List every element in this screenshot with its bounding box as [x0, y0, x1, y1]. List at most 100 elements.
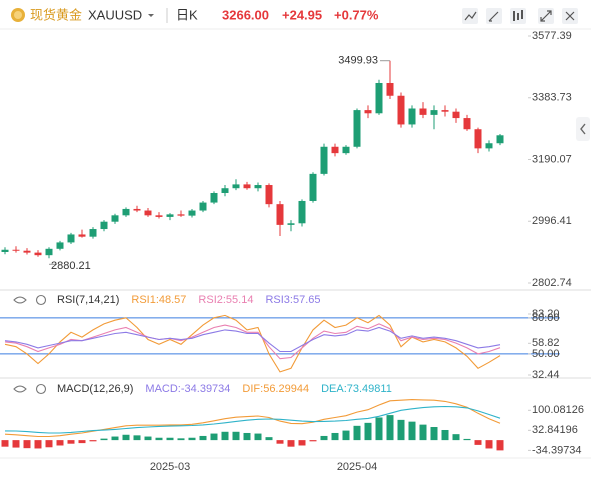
macd-bar	[298, 440, 306, 446]
y-tick-label: 3577.39	[532, 30, 572, 42]
macd-bar	[397, 419, 405, 441]
y-tick-label: 2802.74	[532, 277, 572, 289]
y-tick-label: -34.39734	[532, 444, 582, 456]
legend-entry: DIF:56.29944	[242, 383, 309, 395]
candle-body	[342, 146, 350, 154]
candle-body	[397, 95, 405, 125]
macd-bar	[320, 435, 328, 441]
y-tick-label: 50.00	[532, 348, 560, 360]
macd-bar	[111, 436, 119, 441]
macd-bar	[276, 440, 284, 444]
macd-bar	[430, 427, 438, 441]
candle-body	[166, 214, 174, 217]
macd-bar	[408, 421, 416, 441]
macd-bar	[474, 440, 482, 445]
macd-bar	[375, 417, 383, 441]
candle-body	[309, 173, 317, 201]
macd-bar	[56, 440, 64, 446]
candle-body	[23, 250, 31, 253]
macd-bar	[287, 440, 295, 447]
legend-entry: MACD:-34.39734	[145, 383, 230, 395]
macd-bar	[419, 424, 427, 441]
macd-bar	[188, 437, 196, 441]
change-percent: +0.77%	[334, 7, 379, 22]
macd-bar	[45, 440, 53, 448]
series-line	[4, 323, 501, 360]
macd-bar	[199, 435, 207, 441]
fullscreen-icon	[540, 10, 552, 22]
legend-entry: RSI3:57.65	[265, 294, 320, 306]
y-tick-label: 3383.73	[532, 92, 572, 104]
x-tick-label: 2025-03	[150, 461, 190, 473]
candle-body	[232, 184, 240, 189]
macd-bar	[177, 438, 185, 441]
macd-bar	[12, 440, 20, 448]
instrument-name[interactable]: 现货黄金	[30, 7, 82, 22]
indicator-title: RSI(7,14,21)	[57, 294, 119, 306]
candle-body	[12, 249, 20, 251]
macd-bar	[386, 415, 394, 441]
collapse-icon	[580, 123, 586, 135]
macd-bar	[353, 425, 361, 441]
candle-body	[67, 234, 75, 243]
symbol[interactable]: XAUUSD	[88, 7, 142, 22]
macd-bar	[155, 437, 163, 441]
macd-bar	[210, 433, 218, 441]
series-line	[4, 399, 501, 438]
y-tick-label: 83.20	[532, 308, 560, 320]
candle-body	[243, 184, 251, 189]
eye-icon[interactable]	[13, 385, 27, 393]
macd-bar	[485, 440, 493, 449]
chart-type-icon	[513, 10, 523, 21]
candle-body	[199, 202, 207, 211]
candle-body	[100, 221, 108, 230]
macd-bar	[232, 431, 240, 441]
candle-body	[287, 223, 295, 225]
macd-bar	[122, 434, 130, 441]
candle-body	[155, 215, 163, 217]
macd-bar	[364, 422, 372, 441]
settings-icon[interactable]	[35, 294, 47, 306]
period[interactable]: 日K	[176, 7, 198, 22]
macd-bar	[254, 433, 262, 441]
candle-body	[331, 146, 339, 154]
candle-body	[452, 111, 460, 119]
y-tick-label: 100.08126	[532, 404, 584, 416]
indicator-icon	[464, 11, 477, 21]
draw-icon	[488, 11, 499, 22]
candle-body	[485, 143, 493, 149]
macd-bar	[67, 440, 75, 444]
macd-bar	[133, 435, 141, 441]
candle-body	[210, 193, 218, 203]
candle-body	[177, 214, 185, 216]
candle-body	[78, 234, 86, 237]
macd-bar	[342, 430, 350, 441]
settings-icon[interactable]	[35, 383, 47, 395]
candle-body	[474, 129, 482, 149]
candle-body	[430, 110, 438, 115]
candle-body	[188, 210, 196, 216]
candle-body	[320, 146, 328, 174]
candle-body	[463, 118, 471, 130]
candle-body	[221, 188, 229, 194]
dropdown-arrow[interactable]	[148, 14, 154, 17]
x-tick-label: 2025-04	[337, 461, 377, 473]
max-label: 3499.93	[338, 55, 378, 67]
macd-bar	[496, 440, 504, 451]
macd-bar	[309, 440, 317, 442]
macd-bar	[331, 432, 339, 441]
collapse-button[interactable]	[576, 117, 590, 141]
series-line	[4, 405, 501, 434]
macd-bar	[100, 438, 108, 441]
candle-body	[353, 110, 361, 147]
candle-body	[419, 108, 427, 115]
macd-bar	[78, 440, 86, 444]
candle-body	[1, 249, 9, 252]
eye-icon[interactable]	[13, 296, 27, 304]
candle-body	[144, 210, 152, 216]
close-icon	[565, 11, 575, 21]
macd-bar	[221, 431, 229, 441]
legend-entry: RSI2:55.14	[198, 294, 253, 306]
